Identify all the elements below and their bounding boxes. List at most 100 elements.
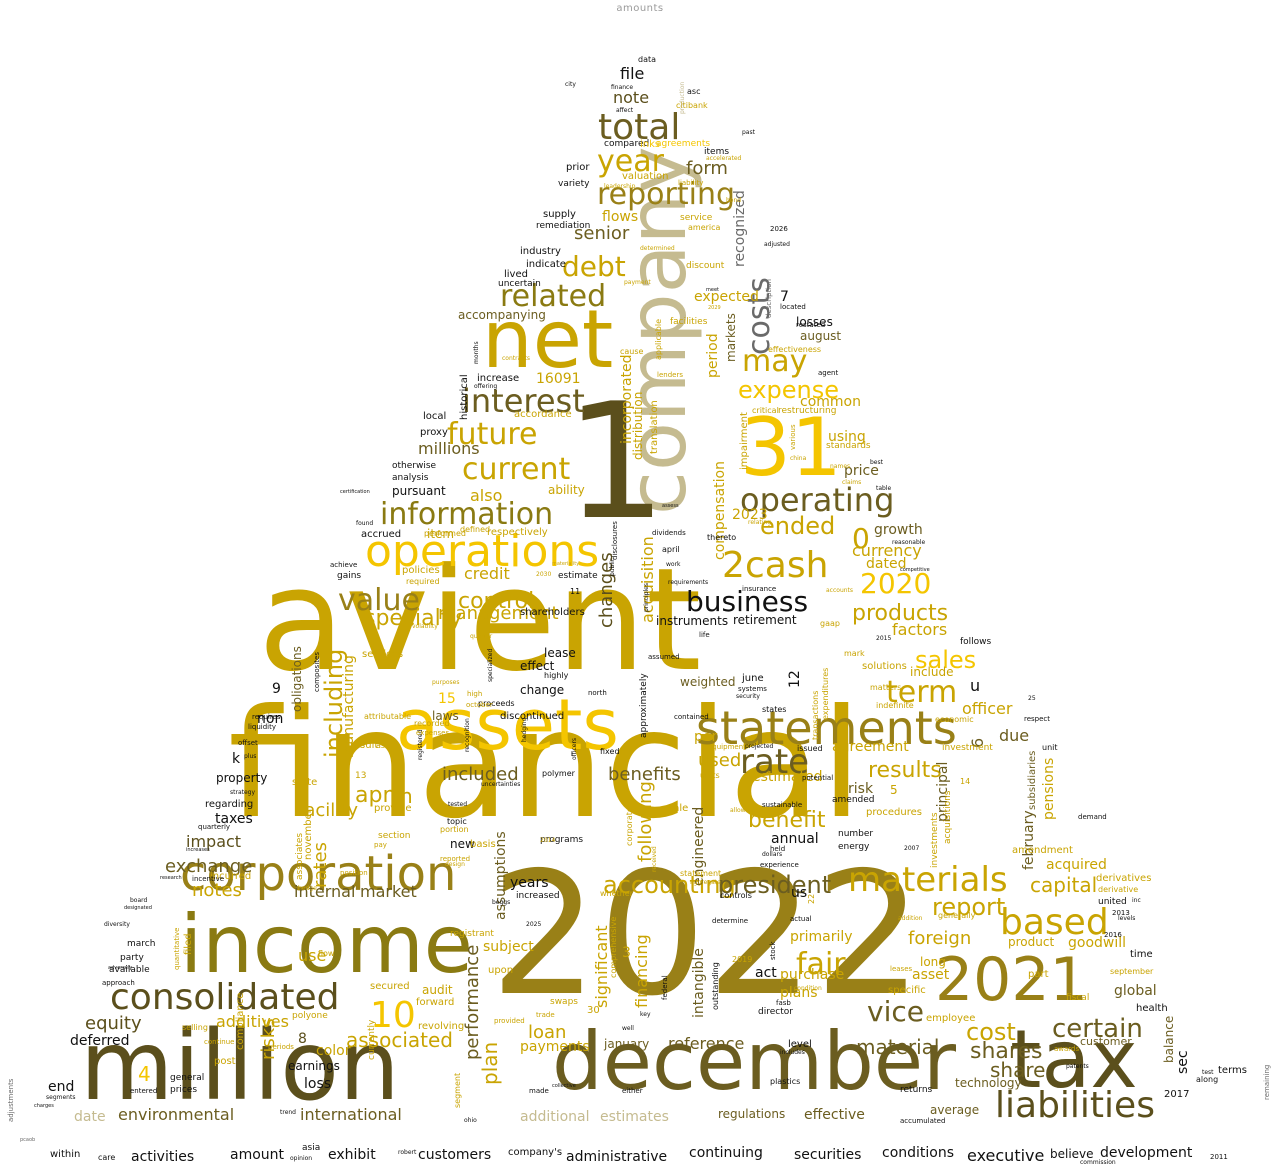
cloud-word: executive (967, 1146, 1045, 1165)
cloud-word: revolving (418, 1021, 465, 1032)
cloud-word: adjustments (7, 1078, 15, 1122)
cloud-word: located (780, 303, 806, 311)
cloud-word: available (109, 965, 150, 975)
cloud-word: financial (228, 678, 863, 852)
cloud-word: pensions (1041, 757, 1057, 820)
cloud-word: employee (926, 1013, 976, 1024)
cloud-word: sales (915, 646, 977, 674)
cloud-word: lived (504, 269, 528, 280)
cloud-word: subject (483, 939, 534, 955)
cloud-word: facility (298, 800, 358, 821)
cloud-word: services (362, 649, 404, 660)
cloud-word: includes (780, 1049, 805, 1056)
cloud-word: gaap (820, 619, 840, 628)
cloud-word: accelerated (706, 155, 742, 162)
cloud-word: officers (571, 737, 578, 760)
cloud-word: collective (552, 1083, 576, 1089)
cloud-word: corporate (625, 807, 634, 846)
cloud-word: 9 (272, 681, 281, 697)
cloud-word: ended (760, 512, 836, 540)
cloud-word: volatility (412, 623, 438, 630)
cloud-word: audit (422, 983, 453, 997)
cloud-word: respect (1024, 715, 1051, 723)
cloud-word: past (742, 129, 755, 136)
cloud-word: assumed (648, 653, 680, 661)
cloud-word: material (856, 1035, 940, 1059)
cloud-word: asia (302, 1143, 321, 1153)
cloud-word: 2007 (904, 845, 920, 852)
cloud-word: increased (516, 891, 560, 901)
cloud-word: dividends (652, 529, 686, 537)
cloud-word: composites (313, 652, 321, 692)
cloud-word: 30 (587, 1005, 600, 1016)
cloud-word: robert (398, 1149, 417, 1156)
cloud-word: 2020 (860, 567, 932, 600)
cloud-word: associates (295, 832, 305, 880)
cloud-word: supply (543, 209, 576, 220)
cloud-word: cash (745, 545, 829, 586)
cloud-word: acquisitions (943, 790, 953, 845)
cloud-word: 2022 (490, 836, 923, 1034)
cloud-word: projected (745, 743, 774, 750)
cloud-word: 16091 (536, 371, 581, 387)
cloud-word: amount (230, 1147, 285, 1163)
cloud-word: fixed (600, 747, 620, 756)
cloud-word: plastics (770, 1077, 801, 1086)
cloud-word: january (604, 1037, 650, 1051)
cloud-word: u (970, 676, 981, 695)
cloud-word: product (1008, 935, 1055, 949)
cloud-word: use (298, 946, 327, 965)
cloud-word: facilities (670, 317, 708, 327)
cloud-word: debt (562, 250, 626, 283)
cloud-word: deferred (70, 1033, 130, 1049)
cloud-word: investment (942, 743, 993, 753)
cloud-word: accumulated (900, 1117, 946, 1125)
cloud-word: variety (558, 179, 590, 189)
cloud-word: conditions (882, 1145, 955, 1161)
cloud-word: selling (182, 1023, 208, 1032)
cloud-word: risks (258, 1018, 279, 1060)
cloud-word: investments (930, 812, 940, 868)
cloud-word: long (920, 955, 946, 969)
cloud-word: certain (1052, 1014, 1143, 1044)
cloud-word: provided (494, 1017, 525, 1025)
cloud-word: bond (726, 197, 742, 204)
cloud-word: experience (760, 861, 799, 869)
cloud-word: payments (520, 1039, 590, 1055)
cloud-word: exhibit (328, 1147, 376, 1163)
cloud-word: entered (130, 1087, 158, 1095)
cloud-word: 2017 (1164, 1089, 1190, 1100)
cloud-word: environmental (118, 1105, 235, 1124)
cloud-word: opinion (290, 1155, 313, 1162)
cloud-word: specialized (487, 648, 494, 682)
cloud-word: 2014 (540, 837, 556, 844)
cloud-word: capital (1030, 873, 1098, 897)
cloud-word: business (686, 585, 809, 618)
cloud-word: swaps (550, 997, 578, 1007)
cloud-word: 2023 (732, 507, 768, 523)
cloud-word: president (718, 871, 832, 899)
cloud-word: pay (374, 841, 387, 849)
cloud-word: remediation (536, 221, 591, 231)
cloud-word: estimate (558, 571, 598, 581)
cloud-word: term (886, 675, 958, 710)
cloud-word: held (770, 845, 786, 853)
cloud-word: materials (848, 860, 1008, 900)
cloud-word: accounts (826, 587, 854, 594)
cloud-word: 13 (355, 771, 367, 781)
cloud-word: work (666, 561, 681, 568)
cloud-word: procedures (866, 807, 922, 818)
cloud-word: critical (752, 406, 779, 415)
cloud-word: tax (1010, 1013, 1138, 1106)
cloud-word: compared (604, 139, 650, 149)
cloud-word: filed (183, 933, 194, 955)
cloud-word: operating (740, 481, 895, 519)
cloud-word: december (552, 1015, 957, 1108)
cloud-word: mark (844, 649, 865, 658)
cloud-word: ability (548, 483, 585, 497)
cloud-word: february (1021, 810, 1037, 870)
cloud-word: whether (600, 889, 633, 898)
cloud-word: october (466, 701, 493, 709)
cloud-word: assets (396, 684, 619, 766)
cloud-word: form (686, 158, 728, 179)
